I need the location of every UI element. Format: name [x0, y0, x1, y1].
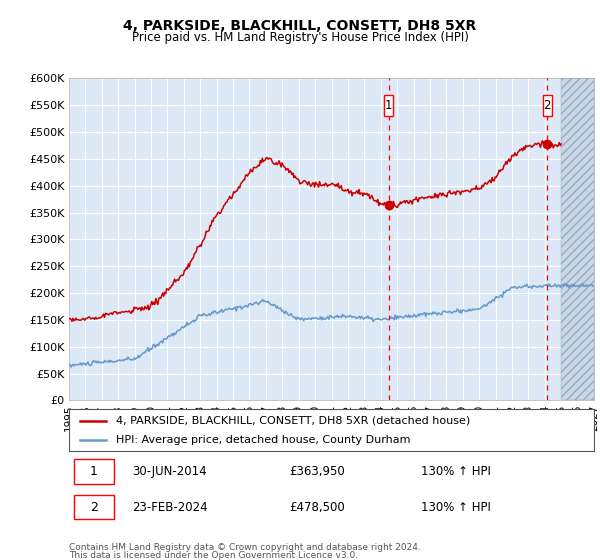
- Text: 4, PARKSIDE, BLACKHILL, CONSETT, DH8 5XR: 4, PARKSIDE, BLACKHILL, CONSETT, DH8 5XR: [124, 19, 476, 33]
- FancyBboxPatch shape: [543, 95, 552, 116]
- Text: 1: 1: [385, 99, 392, 112]
- Text: 30-JUN-2014: 30-JUN-2014: [132, 465, 206, 478]
- Bar: [561, 78, 594, 400]
- Text: £363,950: £363,950: [290, 465, 345, 478]
- Text: HPI: Average price, detached house, County Durham: HPI: Average price, detached house, Coun…: [116, 435, 411, 445]
- Text: This data is licensed under the Open Government Licence v3.0.: This data is licensed under the Open Gov…: [69, 551, 358, 560]
- Text: 130% ↑ HPI: 130% ↑ HPI: [421, 465, 491, 478]
- Text: £478,500: £478,500: [290, 501, 345, 514]
- Text: 1: 1: [90, 465, 98, 478]
- Text: Price paid vs. HM Land Registry's House Price Index (HPI): Price paid vs. HM Land Registry's House …: [131, 31, 469, 44]
- FancyBboxPatch shape: [74, 459, 113, 484]
- FancyBboxPatch shape: [74, 495, 113, 520]
- Bar: [561, 78, 594, 400]
- Text: Contains HM Land Registry data © Crown copyright and database right 2024.: Contains HM Land Registry data © Crown c…: [69, 543, 421, 552]
- Text: 2: 2: [90, 501, 98, 514]
- Text: 130% ↑ HPI: 130% ↑ HPI: [421, 501, 491, 514]
- Text: 4, PARKSIDE, BLACKHILL, CONSETT, DH8 5XR (detached house): 4, PARKSIDE, BLACKHILL, CONSETT, DH8 5XR…: [116, 416, 470, 426]
- Text: 2: 2: [544, 99, 551, 112]
- FancyBboxPatch shape: [385, 95, 394, 116]
- Text: 23-FEB-2024: 23-FEB-2024: [132, 501, 208, 514]
